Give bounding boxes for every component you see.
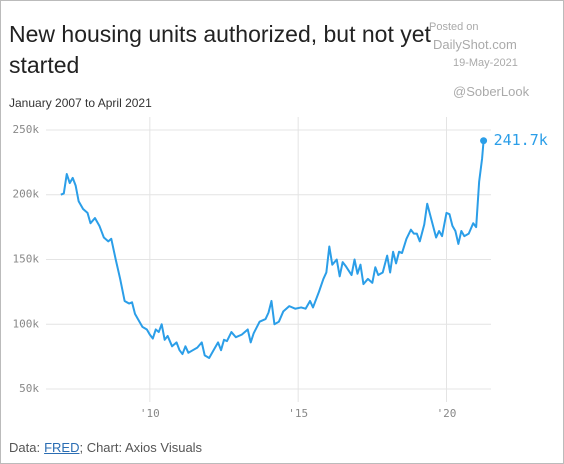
watermark: Posted on [429, 21, 479, 33]
line [60, 140, 485, 359]
y-tick-label: 50k [19, 382, 39, 395]
y-tick-label: 250k [13, 123, 40, 136]
watermark: 19-May-2021 [453, 57, 518, 69]
chart-title: New housing units authorized, but not ye… [9, 21, 431, 78]
watermark: DailyShot.com [433, 37, 517, 52]
source-prefix: Data: [9, 440, 41, 455]
x-tick-label: '15 [288, 407, 308, 420]
y-tick-label: 200k [13, 188, 40, 201]
x-tick-label: '10 [140, 407, 160, 420]
x-tick-label: '20 [437, 407, 457, 420]
y-tick-label: 100k [13, 317, 40, 330]
value-label: 241.7k [494, 131, 548, 149]
source-link[interactable]: FRED [44, 440, 80, 455]
subtitle: January 2007 to April 2021 [9, 96, 152, 110]
watermark: @SoberLook [453, 84, 530, 99]
source: Data: FRED; Chart: Axios Visuals [9, 440, 202, 455]
y-tick-label: 150k [13, 253, 40, 266]
end-dot [480, 137, 488, 145]
source-suffix: ; Chart: Axios Visuals [79, 440, 203, 455]
